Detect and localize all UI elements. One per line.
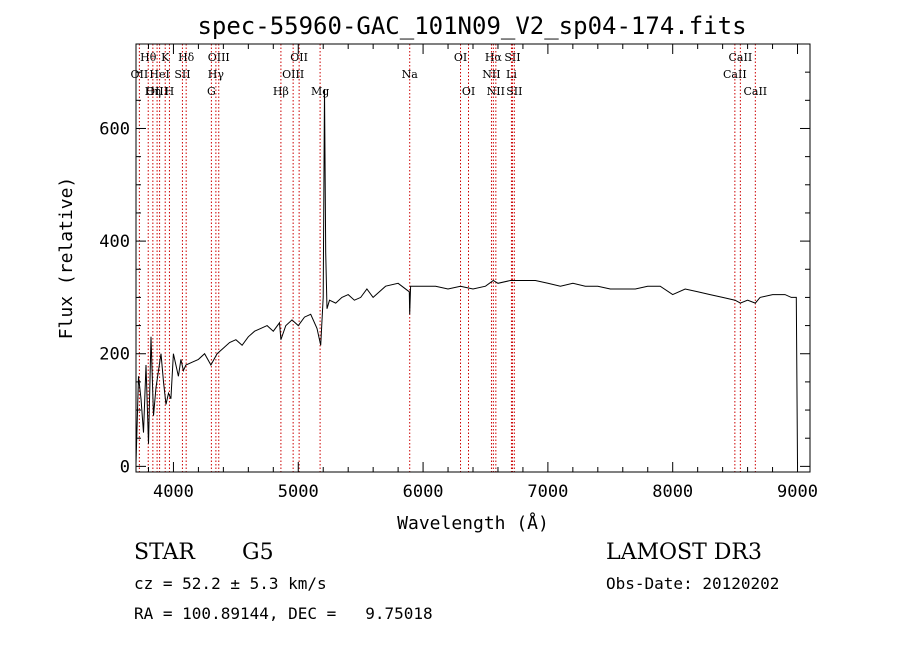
chart-title: spec-55960-GAC_101N09_V2_sp04-174.fits: [197, 12, 746, 40]
redshift-velocity: cz = 52.2 ± 5.3 km/s: [134, 574, 327, 593]
y-tick-label: 600: [99, 119, 130, 139]
spectral-line-label: OII: [131, 68, 149, 81]
spectral-line-label: Hγ: [208, 68, 225, 81]
spectral-line-label: OI: [462, 85, 475, 98]
spectral-line-label: Hδ: [178, 51, 195, 64]
x-tick-label: 4000: [153, 482, 194, 502]
axis-ticks: 4000 5000 6000 7000 8000 9000 0 200 400 600: [99, 43, 818, 502]
y-tick-label: 0: [120, 457, 130, 477]
spectral-line-label: OIII: [146, 85, 168, 98]
spectral-line-label: SII: [174, 68, 190, 81]
coordinates: RA = 100.89144, DEC = 9.75018: [134, 604, 433, 623]
spectral-line-label: Hβ: [273, 85, 289, 98]
x-tick-label: 8000: [652, 482, 693, 502]
observation-date: Obs-Date: 20120202: [606, 574, 780, 593]
y-tick-label: 200: [99, 345, 130, 365]
spectral-line-label: Hη: [145, 85, 161, 98]
plot-frame: [135, 43, 811, 473]
spectral-line-label: H: [165, 85, 175, 98]
spectral-line-label: NII: [482, 68, 500, 81]
x-tick-label: 6000: [403, 482, 444, 502]
spectral-line-label: NII: [487, 85, 505, 98]
spectral-line-label: CaII: [729, 51, 753, 64]
x-axis-label: Wavelength (Å): [397, 512, 549, 534]
spectral-line-label: Na: [402, 68, 419, 81]
spectral-line-markers: Hθ OII OIII K HeI Hη H Hδ SII OIII Hγ G OII OIII Hβ Mg N…: [131, 44, 767, 472]
y-axis-label: Flux (relative): [56, 177, 77, 340]
spectral-line-label: Hα: [485, 51, 503, 64]
spectral-line-label: SII: [506, 85, 522, 98]
spectral-line-label: OII: [290, 51, 308, 64]
spectral-line-label: CaII: [743, 85, 767, 98]
spectral-line-label: Hθ: [140, 51, 157, 64]
spectral-line-label: OI: [454, 51, 467, 64]
spectral-line-label: Mg: [311, 85, 329, 98]
spectral-line-label: CaII: [723, 68, 747, 81]
spectral-line-label: OIII: [282, 68, 304, 81]
x-tick-label: 9000: [777, 482, 818, 502]
spectral-line-label: K: [161, 51, 170, 64]
spectral-line-label: G: [207, 85, 216, 98]
x-tick-label: 5000: [278, 482, 319, 502]
spectral-line-label: OIII: [208, 51, 230, 64]
spectrum-line: [135, 89, 798, 464]
y-tick-label: 400: [99, 232, 130, 252]
object-class: STAR: [134, 540, 195, 565]
survey-name: LAMOST DR3: [606, 540, 762, 565]
spectral-line-label: Li: [506, 68, 517, 81]
object-subclass: G5: [242, 540, 274, 565]
spectral-line-label: HeI: [149, 68, 169, 81]
x-tick-label: 7000: [527, 482, 568, 502]
spectrum-series: [135, 89, 798, 464]
spectral-line-label: SII: [504, 51, 520, 64]
